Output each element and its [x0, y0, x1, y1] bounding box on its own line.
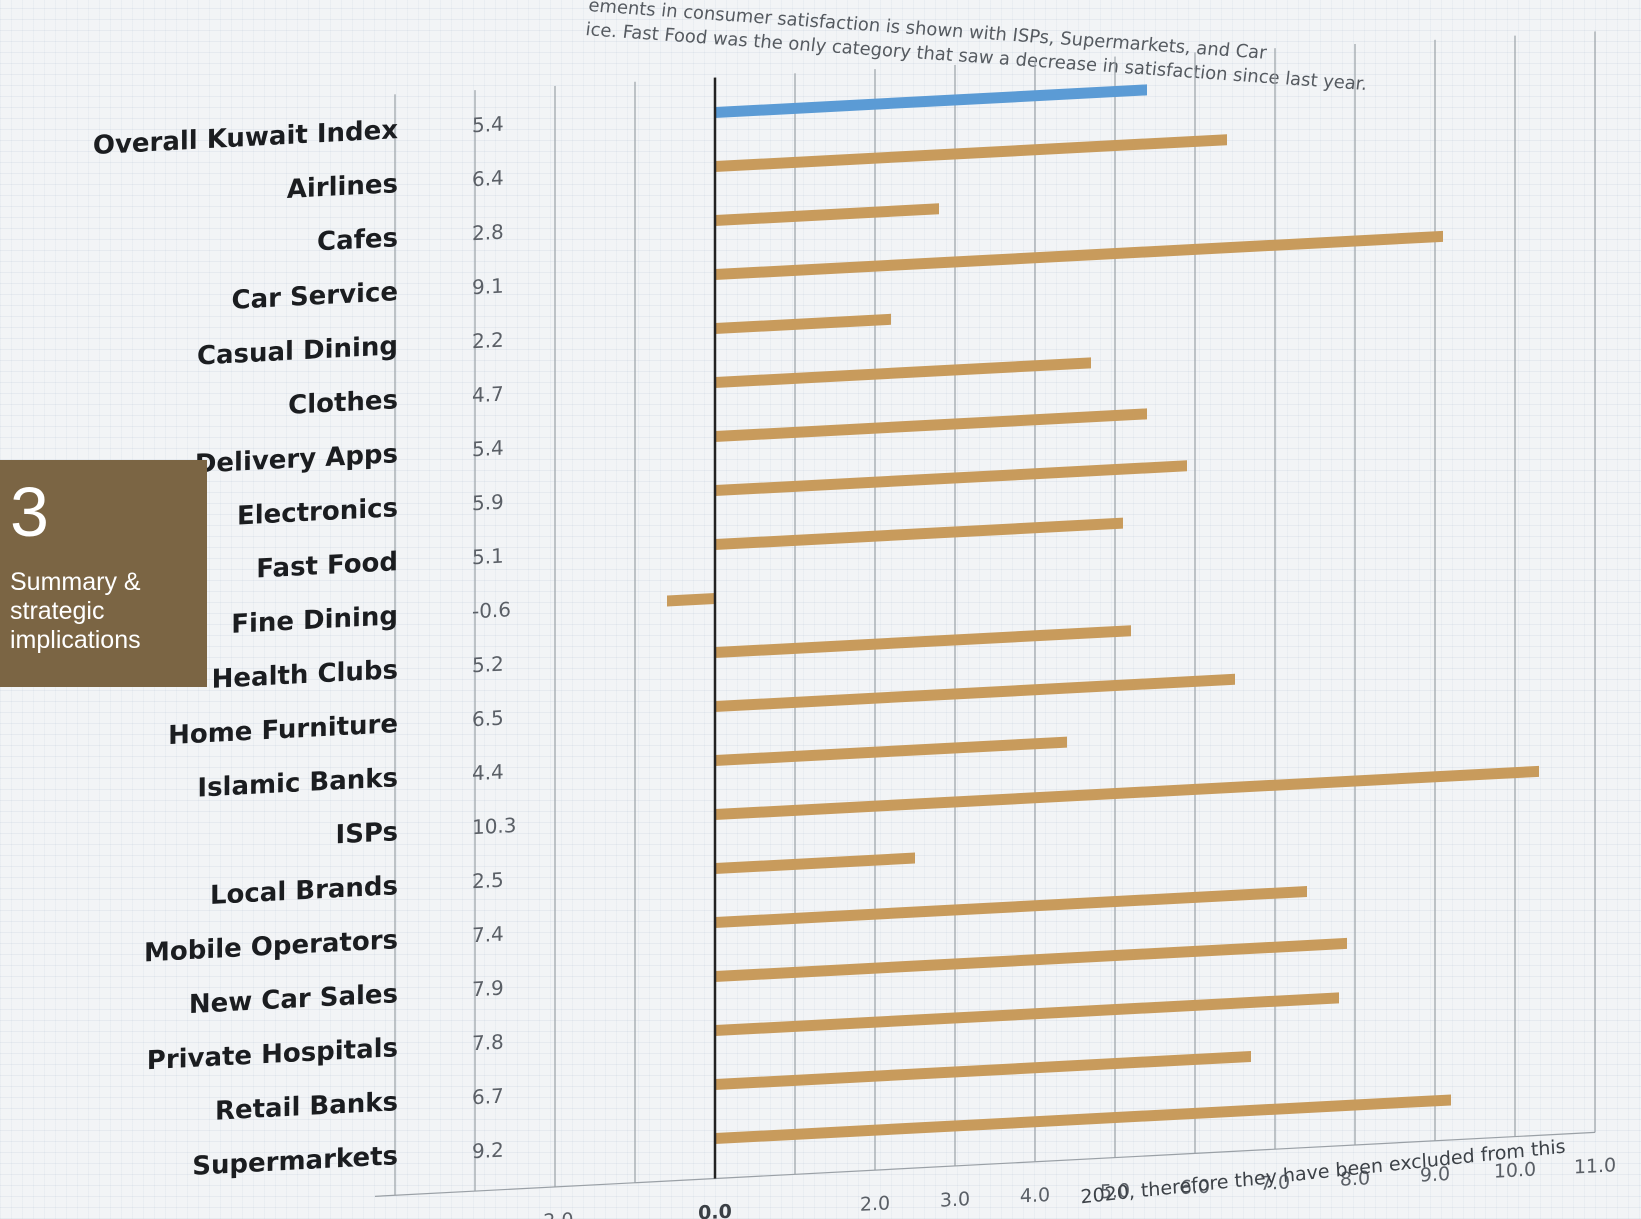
- value-label: 9.1: [472, 274, 504, 300]
- category-label: Private Hospitals: [147, 1033, 398, 1076]
- value-label: 6.5: [472, 706, 504, 732]
- x-tick-label: 9.0: [1420, 1163, 1450, 1187]
- value-label: 2.5: [472, 868, 504, 894]
- value-label: 7.9: [472, 976, 504, 1002]
- category-label: Cafes: [317, 223, 398, 257]
- section-title: Summary & strategic implications: [10, 568, 141, 654]
- x-tick-label: 5.0: [1100, 1180, 1130, 1204]
- category-label: Local Brands: [210, 871, 398, 911]
- bar: [715, 852, 915, 875]
- bar: [715, 736, 1067, 767]
- category-label: Islamic Banks: [197, 763, 398, 803]
- x-axis-baseline: [375, 1131, 1595, 1197]
- value-label: 5.4: [472, 112, 504, 138]
- value-label: 4.4: [472, 760, 504, 786]
- bar: [715, 203, 939, 227]
- x-tick-label: 2.0: [860, 1192, 890, 1216]
- x-tick-label: 11.0: [1574, 1154, 1616, 1178]
- value-label: 5.4: [472, 436, 504, 462]
- bar: [715, 408, 1147, 443]
- category-label: Airlines: [287, 169, 398, 205]
- x-tick-label: 4.0: [1020, 1184, 1050, 1208]
- bar: [715, 460, 1187, 497]
- value-label: 2.8: [472, 220, 504, 246]
- bar: [715, 992, 1339, 1037]
- bar: [715, 937, 1347, 983]
- category-label: New Car Sales: [189, 979, 398, 1020]
- value-label: 9.2: [472, 1138, 504, 1164]
- bar: [715, 230, 1443, 281]
- category-label: Home Furniture: [168, 709, 398, 751]
- bar: [715, 673, 1235, 713]
- bar: [667, 593, 715, 607]
- bar: [715, 357, 1091, 389]
- category-label: Fast Food: [256, 547, 398, 584]
- x-tick-label: -2.0: [536, 1209, 573, 1219]
- bar: [715, 765, 1539, 821]
- category-label: Supermarkets: [192, 1141, 398, 1182]
- category-label: Delivery Apps: [195, 439, 398, 480]
- x-tick-label: 8.0: [1340, 1167, 1370, 1191]
- x-tick-label: 6.0: [1180, 1176, 1210, 1200]
- x-tick-label: 7.0: [1260, 1171, 1290, 1195]
- highlight-bar: [715, 84, 1147, 119]
- section-number: 3: [10, 473, 49, 551]
- value-label: 6.4: [472, 166, 504, 192]
- bar: [715, 313, 891, 335]
- value-label: -0.6: [472, 597, 511, 623]
- bar: [715, 517, 1123, 551]
- bar: [715, 1094, 1451, 1145]
- category-label: Mobile Operators: [144, 925, 398, 968]
- value-label: 2.2: [472, 328, 504, 354]
- category-label: Electronics: [237, 493, 398, 531]
- value-label: 6.7: [472, 1084, 504, 1110]
- x-tick-label: 3.0: [940, 1188, 970, 1212]
- category-label: Health Clubs: [212, 655, 398, 695]
- x-tick-label: 0.0: [698, 1201, 732, 1219]
- category-label: Overall Kuwait Index: [93, 115, 398, 161]
- value-label: 5.2: [472, 652, 504, 678]
- bar: [715, 625, 1131, 659]
- category-label: Retail Banks: [215, 1087, 398, 1127]
- value-label: 7.8: [472, 1030, 504, 1056]
- category-label: Fine Dining: [231, 601, 398, 640]
- category-label: ISPs: [336, 817, 398, 850]
- bar: [715, 134, 1227, 173]
- value-label: 7.4: [472, 922, 504, 948]
- category-label: Casual Dining: [197, 331, 398, 372]
- x-tick-label: 10.0: [1494, 1159, 1536, 1183]
- value-label: 4.7: [472, 382, 504, 408]
- value-label: 10.3: [472, 813, 517, 839]
- section-tab[interactable]: 3 Summary & strategic implications: [0, 460, 207, 687]
- value-label: 5.1: [472, 544, 504, 570]
- bar: [715, 886, 1307, 929]
- category-label: Car Service: [232, 277, 398, 316]
- value-label: 5.9: [472, 490, 504, 516]
- category-label: Clothes: [288, 385, 398, 421]
- bar: [715, 1050, 1251, 1091]
- x-tick-label: -4.0: [376, 1217, 413, 1219]
